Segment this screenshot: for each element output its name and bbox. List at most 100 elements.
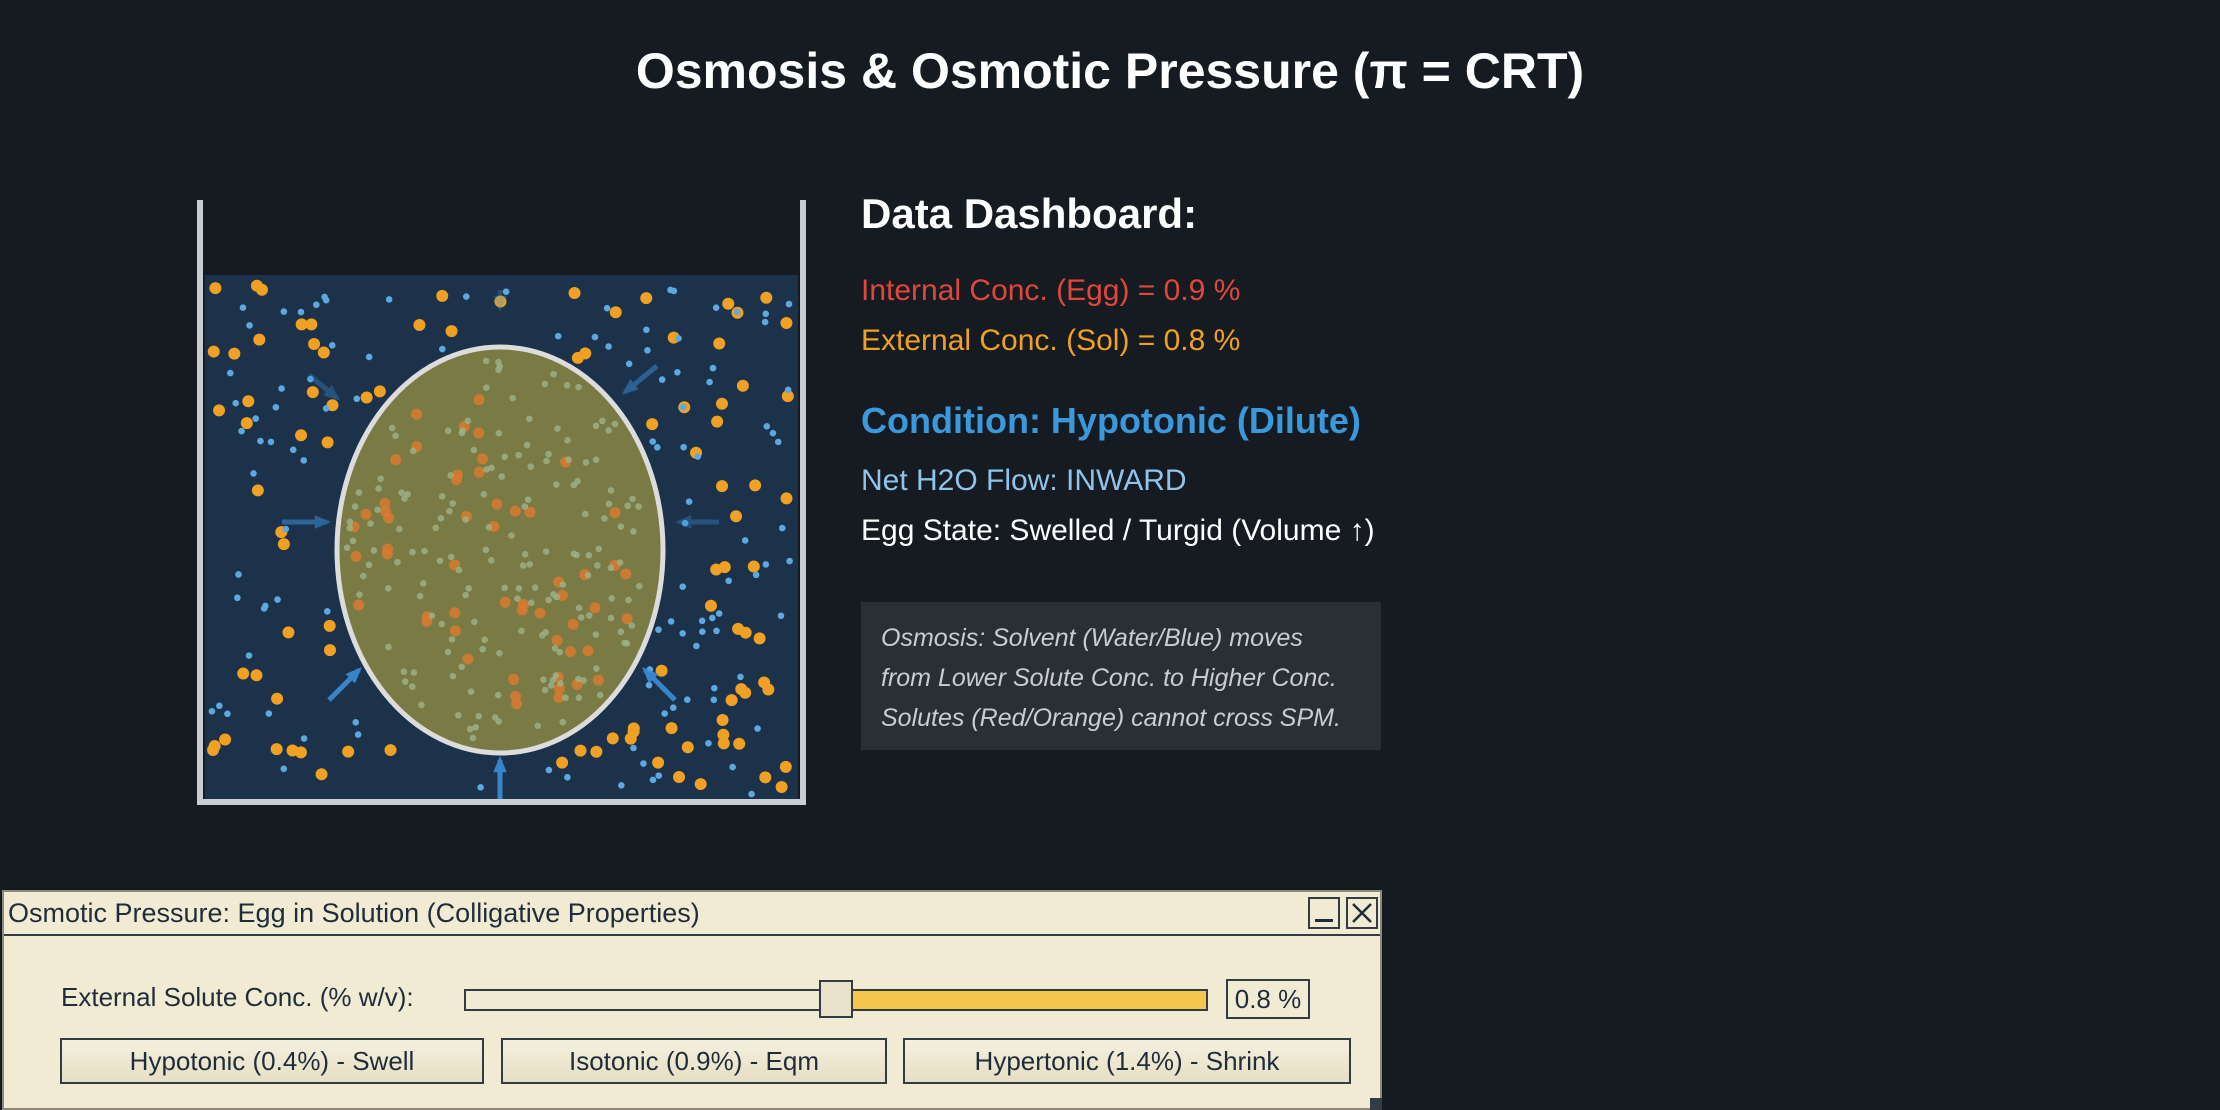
solute-particle xyxy=(473,427,485,439)
water-particle xyxy=(679,583,687,591)
solute-particle xyxy=(373,385,386,398)
slider-handle[interactable] xyxy=(819,980,853,1018)
water-particle xyxy=(216,702,223,710)
concentration-slider-label: External Solute Conc. (% w/v): xyxy=(61,982,414,1012)
solute-particle xyxy=(551,634,563,646)
water-particle xyxy=(694,453,702,460)
beaker-canvas xyxy=(197,200,806,805)
water-particle xyxy=(521,503,529,510)
water-particle xyxy=(557,680,564,687)
water-particle xyxy=(467,688,475,695)
solute-particle xyxy=(753,632,766,645)
water-particle xyxy=(289,446,297,454)
window-titlebar[interactable]: Osmotic Pressure: Egg in Solution (Colli… xyxy=(4,892,1380,936)
water-particle xyxy=(591,333,599,341)
water-particle xyxy=(592,422,600,430)
water-particle xyxy=(630,528,637,535)
water-particle xyxy=(584,571,592,579)
solute-particle xyxy=(242,395,255,408)
water-particle xyxy=(575,383,582,391)
note-line: Osmosis: Solvent (Water/Blue) moves xyxy=(881,624,1303,652)
solute-particle xyxy=(681,741,694,754)
minimize-icon[interactable] xyxy=(1308,897,1340,929)
water-particle xyxy=(531,584,539,591)
hypertonic-button[interactable]: Hypertonic (1.4%) - Shrink xyxy=(903,1038,1351,1084)
solute-particle xyxy=(323,619,336,632)
water-particle xyxy=(705,739,712,747)
solute-particle xyxy=(382,543,394,555)
solute-particle xyxy=(384,744,397,757)
water-particle xyxy=(545,596,552,604)
solute-particle xyxy=(315,768,328,781)
flow-arrow xyxy=(327,667,362,702)
solute-particle xyxy=(240,417,253,430)
solute-particle xyxy=(780,492,793,505)
water-particle xyxy=(541,380,549,388)
water-particle xyxy=(470,446,478,454)
water-particle xyxy=(267,438,275,446)
solute-particle xyxy=(323,644,336,657)
solute-particle xyxy=(736,379,749,392)
water-particle xyxy=(312,301,320,309)
solute-particle xyxy=(717,737,730,750)
water-particle xyxy=(418,701,425,709)
solute-particle xyxy=(250,669,263,682)
water-particle xyxy=(466,725,474,733)
solute-particle xyxy=(716,480,729,493)
water-particle xyxy=(455,566,463,574)
water-particle xyxy=(575,604,583,612)
solute-particle xyxy=(219,733,232,746)
water-particle xyxy=(495,366,502,374)
solute-particle xyxy=(655,664,668,677)
water-particle xyxy=(574,477,581,485)
hypotonic-button[interactable]: Hypotonic (0.4%) - Swell xyxy=(60,1038,484,1084)
water-particle xyxy=(539,632,546,639)
solute-particle xyxy=(694,778,707,791)
water-particle xyxy=(542,548,550,555)
close-icon[interactable] xyxy=(1346,897,1378,929)
water-particle xyxy=(508,532,515,539)
water-particle xyxy=(681,519,689,527)
external-particles xyxy=(207,279,794,798)
water-particle xyxy=(454,711,462,719)
water-particle xyxy=(224,710,231,718)
water-particle xyxy=(733,308,741,316)
solute-particle xyxy=(360,391,373,404)
water-particle xyxy=(785,300,793,308)
water-particle xyxy=(494,691,502,699)
water-particle xyxy=(346,524,354,532)
isotonic-button[interactable]: Isotonic (0.9%) - Eqm xyxy=(501,1038,887,1084)
beaker-simulation xyxy=(197,200,806,806)
water-particle xyxy=(353,395,361,403)
water-particle xyxy=(439,345,446,353)
water-particle xyxy=(328,342,336,349)
water-particle xyxy=(608,595,616,602)
solute-particle xyxy=(590,745,603,758)
water-particle xyxy=(603,304,611,312)
concentration-value-field[interactable]: 0.8 % xyxy=(1226,979,1310,1019)
solute-particle xyxy=(779,760,792,773)
water-particle xyxy=(616,559,624,566)
water-particle xyxy=(593,665,600,672)
solute-particle xyxy=(557,589,569,601)
resize-grip[interactable] xyxy=(1370,1098,1382,1110)
water-particle xyxy=(462,516,469,523)
water-particle xyxy=(599,417,606,425)
water-particle xyxy=(693,642,700,650)
water-particle xyxy=(624,502,631,510)
internal-particles xyxy=(343,357,643,742)
water-particle xyxy=(482,357,490,365)
water-particle xyxy=(625,360,633,368)
water-particle xyxy=(208,707,216,715)
water-particle xyxy=(449,500,457,507)
flow-arrow xyxy=(675,515,719,529)
solute-particle xyxy=(524,506,536,518)
water-particle xyxy=(550,591,557,598)
water-particle xyxy=(763,422,771,430)
water-particle xyxy=(401,678,409,685)
solute-particle xyxy=(494,295,507,308)
water-particle xyxy=(784,386,792,394)
solute-particle xyxy=(730,510,743,523)
water-particle xyxy=(711,684,718,692)
solute-particle xyxy=(759,771,772,784)
